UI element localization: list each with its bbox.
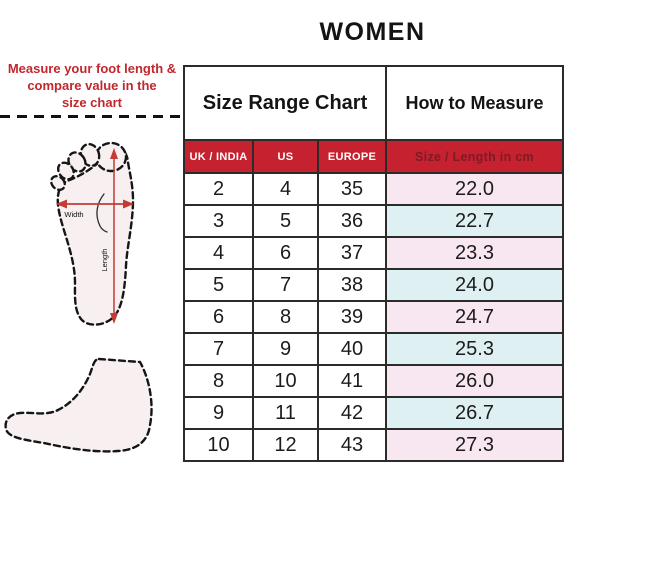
length-arrow-bottom-head [110, 313, 118, 324]
cell-length-cm: 27.3 [385, 428, 564, 462]
cell-uk-india: 7 [183, 332, 254, 366]
cell-us: 12 [252, 428, 319, 462]
foot-side-view-diagram [4, 357, 153, 453]
cell-length-cm: 24.0 [385, 268, 564, 302]
col-header-us: US [252, 139, 319, 174]
cell-us: 4 [252, 172, 319, 206]
table-row: 6 8 39 24.7 [183, 300, 564, 334]
cell-europe: 36 [317, 204, 387, 238]
cell-uk-india: 2 [183, 172, 254, 206]
cell-length-cm: 23.3 [385, 236, 564, 270]
cell-europe: 41 [317, 364, 387, 398]
column-header-row: UK / INDIA US EUROPE Size / Length in cm [183, 139, 564, 174]
table-row: 9 11 42 26.7 [183, 396, 564, 430]
length-arrow-top-head [110, 148, 118, 159]
cell-us: 9 [252, 332, 319, 366]
cell-us: 5 [252, 204, 319, 238]
table-row: 8 10 41 26.0 [183, 364, 564, 398]
table-row: 10 12 43 27.3 [183, 428, 564, 462]
cell-europe: 43 [317, 428, 387, 462]
cell-length-cm: 22.0 [385, 172, 564, 206]
size-range-chart-header: Size Range Chart [183, 65, 387, 141]
cell-us: 7 [252, 268, 319, 302]
measure-instruction-line: compare value in the [27, 78, 157, 93]
cell-uk-india: 10 [183, 428, 254, 462]
cell-uk-india: 8 [183, 364, 254, 398]
page-title: WOMEN [319, 18, 426, 46]
col-header-europe: EUROPE [317, 139, 387, 174]
cell-uk-india: 5 [183, 268, 254, 302]
how-to-measure-header: How to Measure [385, 65, 564, 141]
cell-uk-india: 4 [183, 236, 254, 270]
size-table: Size Range Chart How to Measure UK / IND… [183, 65, 564, 462]
cell-uk-india: 6 [183, 300, 254, 334]
table-row: 5 7 38 24.0 [183, 268, 564, 302]
cell-uk-india: 9 [183, 396, 254, 430]
table-row: 4 6 37 23.3 [183, 236, 564, 270]
cell-us: 8 [252, 300, 319, 334]
cell-length-cm: 25.3 [385, 332, 564, 366]
cell-length-cm: 26.7 [385, 396, 564, 430]
dashed-divider [0, 115, 185, 118]
table-row: 7 9 40 25.3 [183, 332, 564, 366]
width-arrow-left-head [56, 199, 67, 209]
cell-length-cm: 26.0 [385, 364, 564, 398]
cell-uk-india: 3 [183, 204, 254, 238]
cell-europe: 40 [317, 332, 387, 366]
pinky-toe [50, 175, 66, 191]
col-header-length-cm: Size / Length in cm [385, 139, 564, 174]
fourth-toe [56, 161, 76, 181]
foot-side-outline [4, 357, 153, 453]
cell-us: 6 [252, 236, 319, 270]
measure-instruction-line: Measure your foot length & [7, 61, 177, 76]
cell-length-cm: 22.7 [385, 204, 564, 238]
cell-us: 10 [252, 364, 319, 398]
cell-europe: 42 [317, 396, 387, 430]
width-arrow-right-head [123, 199, 134, 209]
group-header-row: Size Range Chart How to Measure [183, 65, 564, 141]
table-row: 3 5 36 22.7 [183, 204, 564, 238]
width-label: Width [64, 210, 83, 219]
length-label: Length [100, 249, 109, 272]
cell-europe: 37 [317, 236, 387, 270]
measure-instruction-line: size chart [62, 95, 122, 110]
measure-instruction: Measure your foot length & compare value… [4, 60, 180, 111]
cell-europe: 39 [317, 300, 387, 334]
table-row: 2 4 35 22.0 [183, 172, 564, 206]
cell-length-cm: 24.7 [385, 300, 564, 334]
cell-us: 11 [252, 396, 319, 430]
col-header-uk-india: UK / INDIA [183, 139, 254, 174]
cell-europe: 35 [317, 172, 387, 206]
foot-top-view-diagram: Width Length [50, 141, 135, 326]
cell-europe: 38 [317, 268, 387, 302]
